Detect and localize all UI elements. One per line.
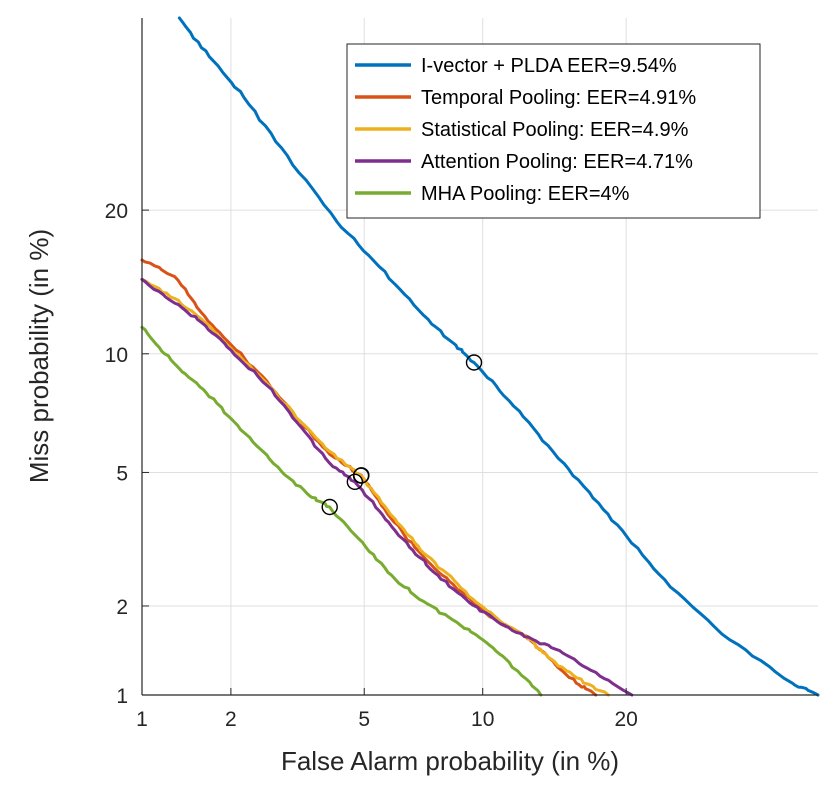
y-tick-label: 5 — [116, 462, 128, 485]
series-line — [140, 277, 634, 697]
y-tick-label: 1 — [116, 685, 128, 708]
x-tick-label: 2 — [225, 708, 237, 731]
legend-box — [346, 43, 761, 219]
eer-marker — [352, 467, 370, 484]
axes-layer: 1 2 5 10 20 1 2 5 10 20 — [105, 18, 818, 731]
series-line — [177, 16, 820, 697]
eer-marker — [321, 498, 338, 516]
x-tick-label: 10 — [471, 708, 494, 731]
legend: I-vector + PLDA EER=9.54% Temporal Poolin… — [346, 43, 761, 219]
eer-marker — [346, 473, 364, 491]
eer-markers — [321, 354, 483, 516]
series-line — [140, 325, 543, 697]
legend-entry: MHA Pooling: EER=4% — [421, 183, 630, 205]
y-tick-label: 2 — [116, 596, 128, 619]
legend-entry: Statistical Pooling: EER=4.9% — [421, 119, 689, 141]
legend-entry: Attention Pooling: EER=4.71% — [421, 151, 693, 173]
legend-entry: Temporal Pooling: EER=4.91% — [421, 87, 696, 109]
y-tick-label: 20 — [105, 200, 128, 223]
eer-marker — [465, 354, 483, 371]
y-axis-label: Miss probability (in %) — [24, 229, 54, 483]
x-tick-label: 1 — [136, 708, 148, 731]
x-tick-label: 20 — [614, 708, 637, 731]
x-axis-label: False Alarm probability (in %) — [281, 746, 619, 776]
series-layer — [140, 16, 820, 697]
x-tick-label: 5 — [358, 708, 370, 731]
y-tick-label: 10 — [105, 344, 128, 367]
legend-entry: I-vector + PLDA EER=9.54% — [421, 55, 677, 77]
